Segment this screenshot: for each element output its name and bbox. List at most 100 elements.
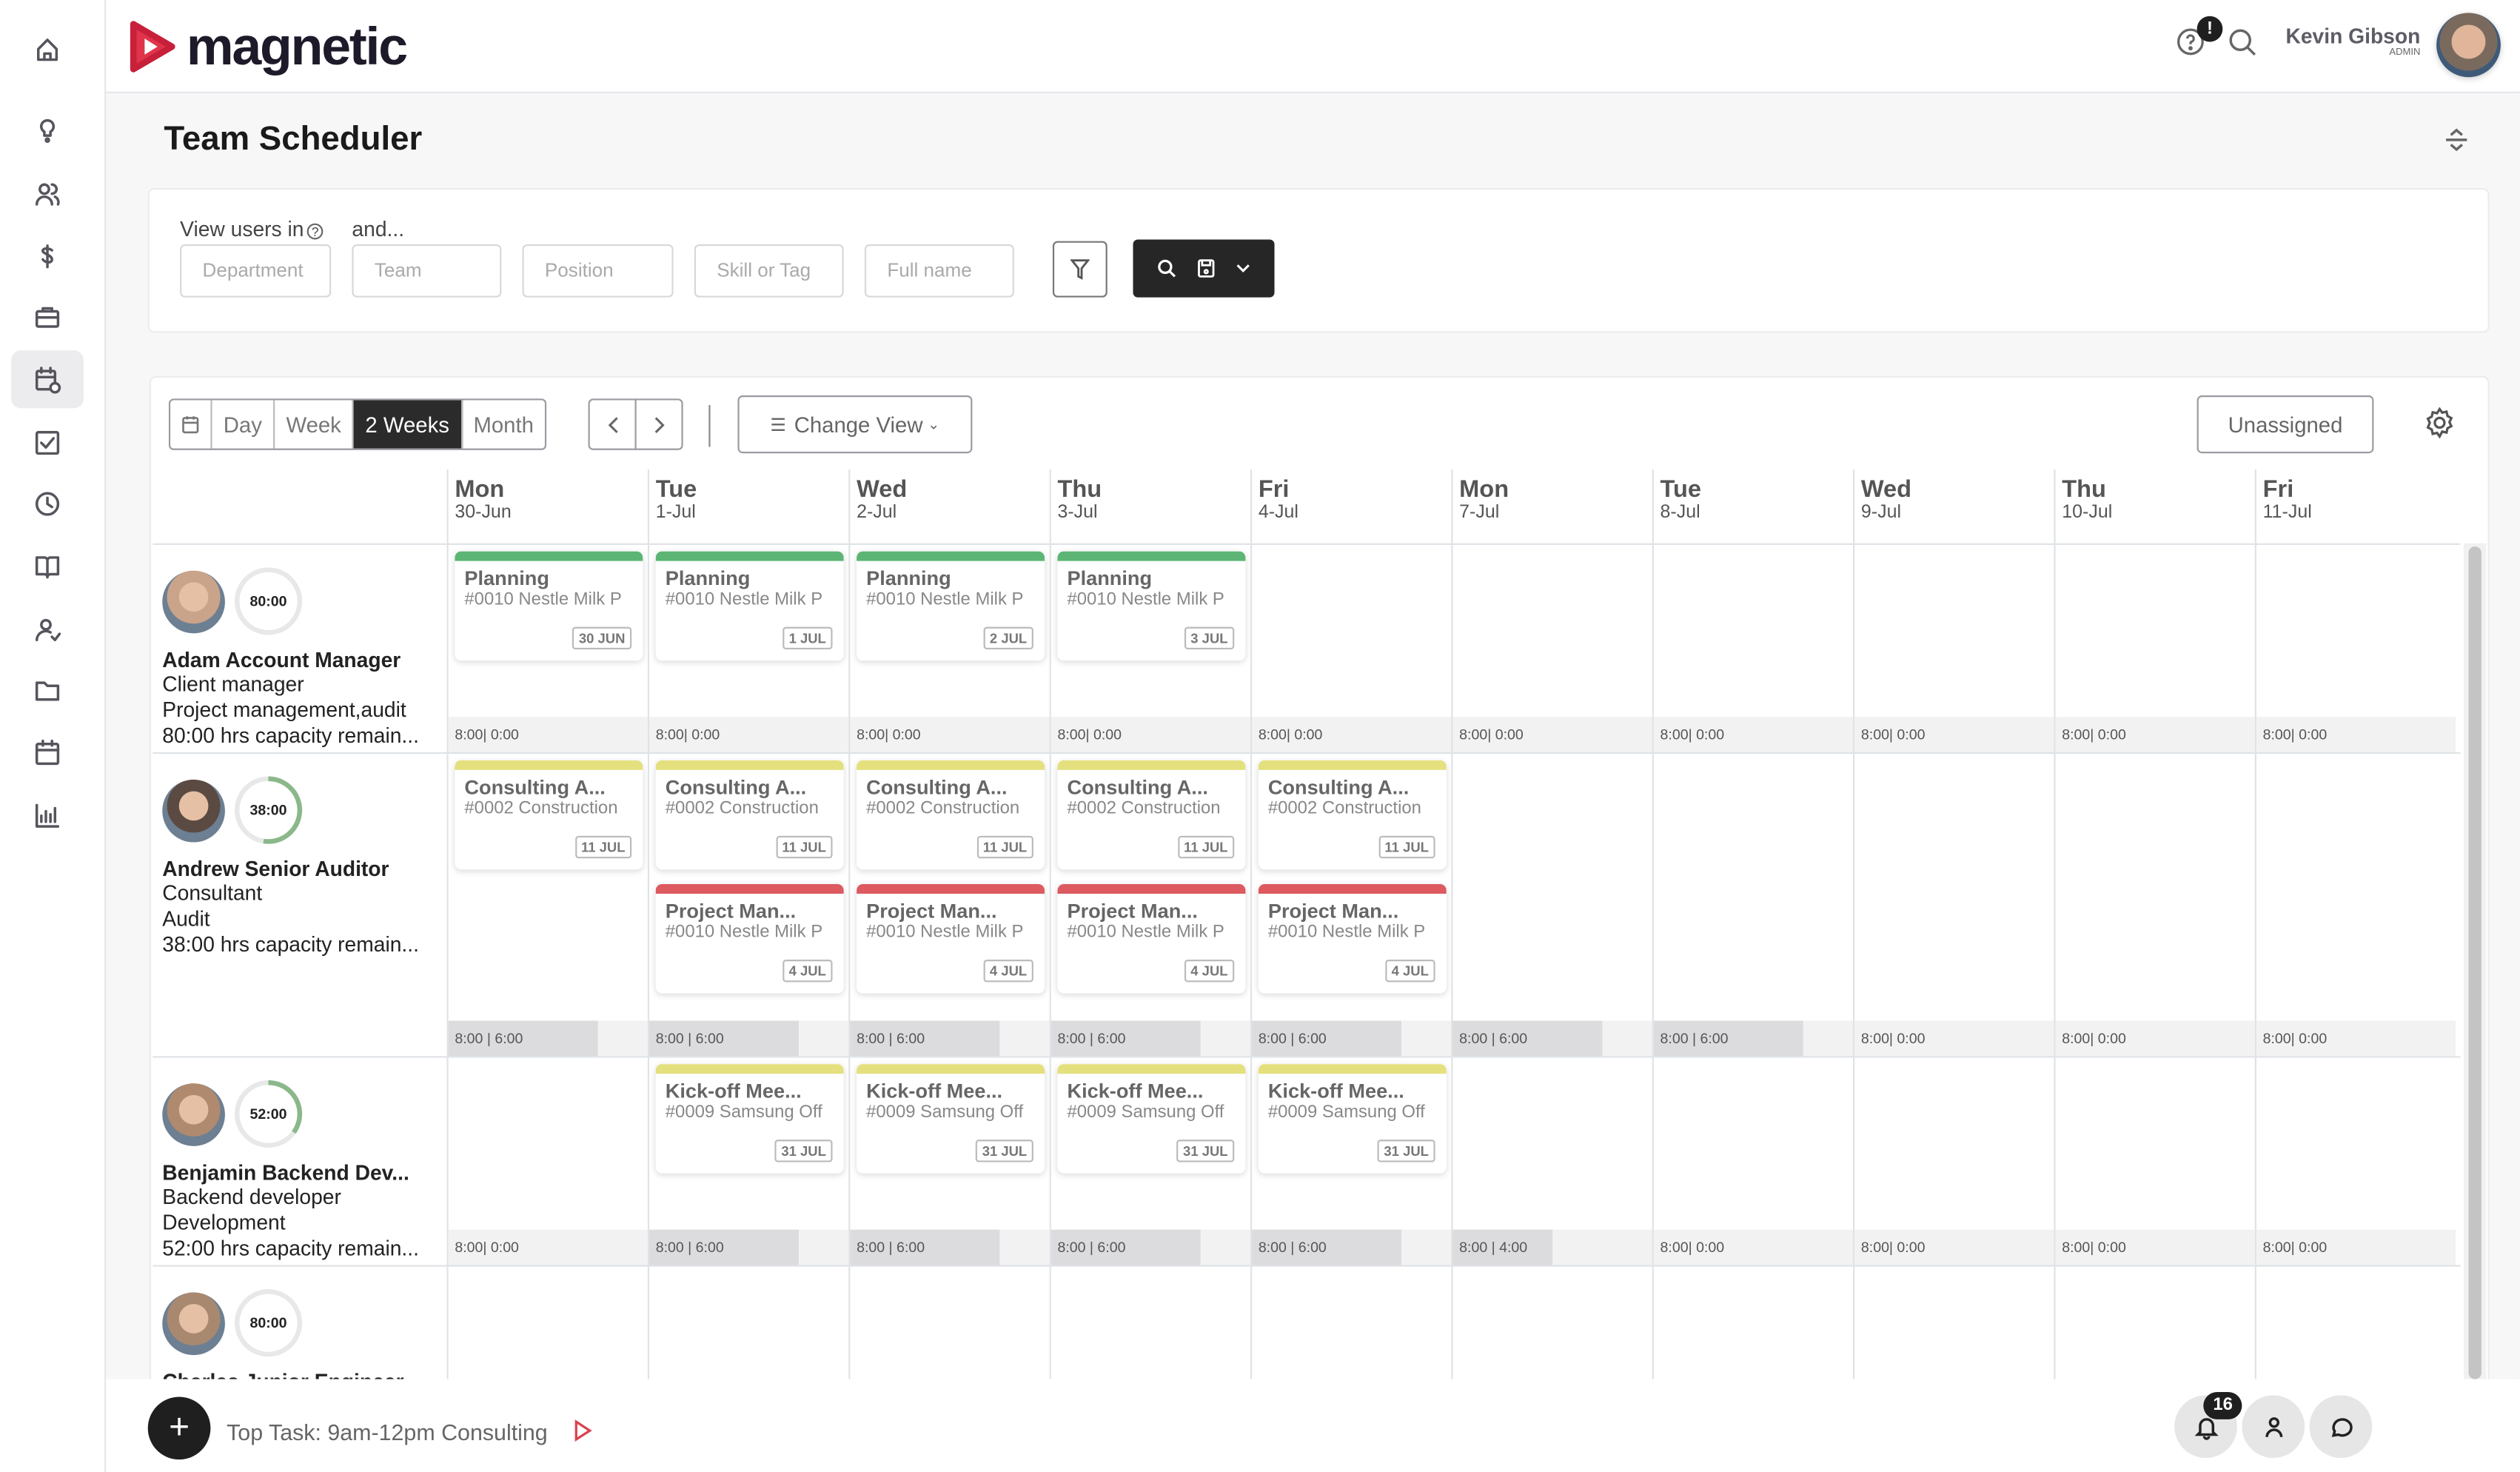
day-cell[interactable] [1451, 1266, 1652, 1379]
sidebar-item-user-check[interactable] [11, 600, 84, 658]
event-card[interactable]: Project Man... #0010 Nestle Milk P 4 JUL [1057, 883, 1246, 994]
event-card[interactable]: Project Man... #0010 Nestle Milk P 4 JUL [857, 883, 1045, 994]
day-cell[interactable] [2054, 1266, 2254, 1379]
unassigned-button[interactable]: Unassigned [2196, 395, 2374, 454]
day-cell[interactable]: 8:00 | 6:00 Consulting A... #0002 Construc… [647, 754, 849, 1057]
search-icon[interactable] [2228, 27, 2258, 66]
day-cell[interactable]: 8:00| 0:00 [1652, 544, 1854, 752]
day-cell[interactable] [1853, 1266, 2054, 1379]
settings-gear-icon[interactable] [2424, 407, 2456, 446]
position-select[interactable]: Position [522, 244, 674, 298]
user-avatar[interactable] [2436, 13, 2501, 78]
day-cell[interactable] [1652, 1266, 1853, 1379]
day-cell[interactable]: 8:00 | 6:00 Consulting A... #0002 Construc… [446, 754, 648, 1057]
day-cell[interactable] [1250, 1266, 1451, 1379]
sidebar-item-folder[interactable] [11, 660, 84, 718]
view-month-tab[interactable]: Month [473, 412, 534, 437]
sidebar-item-home[interactable] [11, 19, 84, 77]
sidebar-item-scheduler[interactable] [11, 350, 84, 409]
sidebar-item-book[interactable] [11, 537, 84, 595]
day-cell[interactable]: 8:00| 0:00 Planning #0010 Nestle Milk P 1 J… [647, 544, 849, 752]
search-icon[interactable] [1156, 259, 1176, 278]
logo[interactable]: magnetic [129, 16, 408, 77]
day-cell[interactable]: 8:00| 0:00 [1652, 1057, 1854, 1265]
day-cell[interactable] [2254, 1266, 2456, 1379]
event-card[interactable]: Project Man... #0010 Nestle Milk P 4 JUL [655, 883, 844, 994]
day-cell[interactable]: 8:00| 0:00 [2254, 544, 2456, 752]
day-cell[interactable]: 8:00 | 6:00 [1652, 754, 1854, 1057]
event-card[interactable]: Kick-off Mee... #0009 Samsung Off 31 JUL [1258, 1064, 1447, 1174]
department-select[interactable]: Department [180, 244, 332, 298]
event-card[interactable]: Planning #0010 Nestle Milk P 1 JUL [655, 551, 844, 661]
change-view-button[interactable]: ☰ Change View ⌄ [737, 395, 973, 454]
calendar-picker-button[interactable] [170, 400, 212, 449]
day-cell[interactable]: 8:00 | 6:00 Kick-off Mee... #0009 Samsung … [1049, 1057, 1250, 1265]
help-icon[interactable] [2176, 27, 2205, 64]
day-cell[interactable]: 8:00| 0:00 Planning #0010 Nestle Milk P 3 J… [1049, 544, 1250, 752]
day-cell[interactable]: 8:00| 0:00 [1250, 544, 1452, 752]
day-cell[interactable] [647, 1266, 848, 1379]
profile-button[interactable] [2242, 1395, 2305, 1459]
day-cell[interactable]: 8:00 | 6:00 Consulting A... #0002 Construc… [848, 754, 1050, 1057]
add-button[interactable]: + [147, 1396, 211, 1460]
day-cell[interactable]: 8:00| 0:00 Planning #0010 Nestle Milk P 30 … [446, 544, 648, 752]
team-select[interactable]: Team [352, 244, 502, 298]
event-card[interactable]: Kick-off Mee... #0009 Samsung Off 31 JUL [1057, 1064, 1246, 1174]
day-cell[interactable]: 8:00 | 6:00 Consulting A... #0002 Construc… [1250, 754, 1452, 1057]
skill-tag-select[interactable]: Skill or Tag [694, 244, 844, 298]
event-card[interactable]: Consulting A... #0002 Construction 11 JUL [655, 760, 844, 870]
info-icon[interactable]: ? [306, 223, 324, 240]
play-icon[interactable] [574, 1419, 593, 1450]
scrollbar-thumb[interactable] [2468, 546, 2482, 1379]
sidebar-item-dollar[interactable] [11, 227, 84, 284]
next-period-button[interactable] [634, 398, 683, 450]
person-info[interactable]: 38:00 Andrew Senior Auditor Consultant A… [162, 776, 445, 958]
view-2weeks-tab[interactable]: 2 Weeks [354, 400, 463, 449]
sidebar-item-briefcase[interactable] [11, 288, 84, 346]
event-card[interactable]: Consulting A... #0002 Construction 11 JUL [1258, 760, 1447, 870]
day-cell[interactable] [848, 1266, 1049, 1379]
day-cell[interactable]: 8:00| 0:00 [2054, 754, 2255, 1057]
day-cell[interactable]: 8:00| 0:00 [2054, 544, 2255, 752]
day-cell[interactable]: 8:00 | 4:00 [1451, 1057, 1652, 1265]
view-day-tab[interactable]: Day [212, 400, 275, 449]
event-card[interactable]: Kick-off Mee... #0009 Samsung Off 31 JUL [857, 1064, 1045, 1174]
event-card[interactable]: Planning #0010 Nestle Milk P 2 JUL [857, 551, 1045, 661]
day-cell[interactable]: 8:00 | 6:00 Kick-off Mee... #0009 Samsung … [848, 1057, 1050, 1265]
day-cell[interactable] [1049, 1266, 1250, 1379]
sidebar-item-lightbulb[interactable] [11, 101, 84, 159]
day-cell[interactable]: 8:00| 0:00 [1853, 1057, 2054, 1265]
person-info[interactable]: 52:00 Benjamin Backend Dev... Backend de… [162, 1080, 445, 1262]
scrollbar-track[interactable] [2463, 543, 2487, 1379]
chat-button[interactable] [2309, 1395, 2373, 1459]
day-cell[interactable]: 8:00| 0:00 [2254, 754, 2456, 1057]
sidebar-item-checkbox[interactable] [11, 413, 84, 471]
person-info[interactable]: 80:00 Adam Account Manager Client manage… [162, 567, 445, 749]
day-cell[interactable]: 8:00| 0:00 [1451, 544, 1652, 752]
full-name-input[interactable]: Full name [864, 244, 1014, 298]
day-cell[interactable] [446, 1266, 648, 1379]
day-cell[interactable]: 8:00| 0:00 Planning #0010 Nestle Milk P 2 J… [848, 544, 1050, 752]
view-week-tab[interactable]: Week [275, 400, 355, 449]
day-cell[interactable]: 8:00| 0:00 [1853, 754, 2054, 1057]
collapse-toggle-icon[interactable] [2444, 127, 2469, 161]
day-cell[interactable]: 8:00| 0:00 [1853, 544, 2054, 752]
event-card[interactable]: Consulting A... #0002 Construction 11 JUL [857, 760, 1045, 870]
event-card[interactable]: Consulting A... #0002 Construction 11 JUL [455, 760, 643, 870]
filter-button[interactable] [1052, 241, 1107, 298]
sidebar-item-calendar[interactable] [11, 723, 84, 781]
event-card[interactable]: Kick-off Mee... #0009 Samsung Off 31 JUL [655, 1064, 844, 1174]
person-info[interactable]: 80:00 Charles Junior Engineer [162, 1289, 445, 1379]
day-cell[interactable]: 8:00| 0:00 [2254, 1057, 2456, 1265]
event-card[interactable]: Planning #0010 Nestle Milk P 3 JUL [1057, 551, 1246, 661]
day-cell[interactable]: 8:00 | 6:00 Consulting A... #0002 Construc… [1049, 754, 1250, 1057]
sidebar-item-users[interactable] [11, 164, 84, 221]
user-name[interactable]: Kevin Gibson [2285, 24, 2421, 49]
sidebar-item-chart[interactable] [11, 786, 84, 844]
event-card[interactable]: Consulting A... #0002 Construction 11 JUL [1057, 760, 1246, 870]
sidebar-item-clock[interactable] [11, 474, 84, 532]
day-cell[interactable]: 8:00 | 6:00 [1451, 754, 1652, 1057]
event-card[interactable]: Project Man... #0010 Nestle Milk P 4 JUL [1258, 883, 1447, 994]
day-cell[interactable]: 8:00| 0:00 [2054, 1057, 2255, 1265]
day-cell[interactable]: 8:00 | 6:00 Kick-off Mee... #0009 Samsung … [1250, 1057, 1452, 1265]
